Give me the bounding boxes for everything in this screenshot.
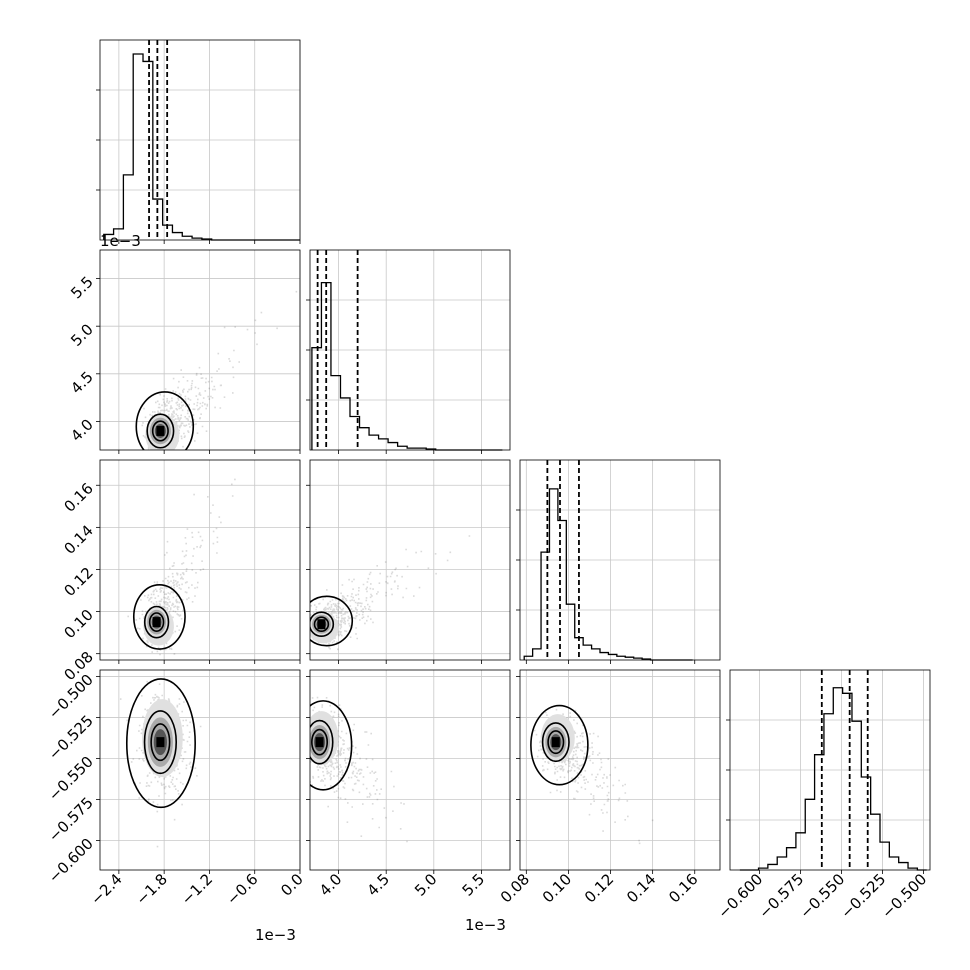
y-tick-label: 0.12 bbox=[60, 564, 96, 600]
scatter-points bbox=[135, 290, 298, 450]
contour-line bbox=[310, 719, 334, 765]
density-peak bbox=[317, 619, 326, 630]
hist-panel-1 bbox=[306, 249, 511, 451]
contour-line bbox=[125, 678, 196, 809]
scatter-points bbox=[127, 478, 236, 656]
scatter-panel-2-0 bbox=[99, 459, 301, 661]
y-tick-label: 5.0 bbox=[67, 320, 97, 350]
axes-frame bbox=[99, 459, 301, 661]
contour-line bbox=[547, 730, 565, 755]
contour-line bbox=[311, 728, 329, 756]
x-tick-label: −0.500 bbox=[878, 870, 930, 922]
y-offset-label: 1e−3 bbox=[100, 232, 141, 250]
y-tick-label: 0.16 bbox=[60, 479, 96, 515]
axes-frame bbox=[309, 459, 511, 661]
contour-line bbox=[541, 722, 570, 763]
histogram-step bbox=[739, 687, 927, 871]
y-tick-label: −0.600 bbox=[45, 835, 97, 887]
x-tick-label: −0.600 bbox=[714, 870, 766, 922]
contour-line bbox=[530, 704, 589, 786]
x-tick-label: 4.5 bbox=[363, 870, 393, 900]
axes-frame bbox=[99, 249, 301, 451]
scatter-points bbox=[310, 535, 471, 651]
y-tick-label: −0.525 bbox=[45, 712, 97, 764]
contour-line bbox=[310, 611, 335, 638]
x-tick-label: 4.0 bbox=[316, 870, 346, 900]
contour-line bbox=[151, 420, 169, 442]
contour-line bbox=[310, 595, 354, 647]
x-tick-label: 0.12 bbox=[581, 870, 617, 906]
contour-line bbox=[148, 612, 165, 633]
axes-frame bbox=[519, 669, 721, 871]
x-tick-label: 5.5 bbox=[459, 870, 489, 900]
density-peak bbox=[152, 617, 161, 628]
contour-line bbox=[132, 583, 186, 650]
density-peak bbox=[551, 737, 560, 748]
x-tick-label: −2.4 bbox=[87, 870, 125, 908]
contour-line bbox=[150, 723, 171, 762]
hist-panel-2 bbox=[516, 459, 721, 661]
y-tick-label: 4.0 bbox=[67, 416, 97, 446]
density-peak bbox=[156, 737, 165, 748]
hist-panel-3 bbox=[726, 669, 931, 871]
y-tick-label: −0.575 bbox=[45, 794, 97, 846]
density-peak bbox=[315, 737, 324, 748]
x-tick-label: 0.10 bbox=[539, 870, 575, 906]
scatter-points bbox=[310, 696, 408, 843]
scatter-panel-3-2 bbox=[519, 669, 721, 871]
axes-frame bbox=[309, 669, 511, 871]
y-tick-label: −0.550 bbox=[45, 753, 97, 805]
x-tick-label: −0.550 bbox=[796, 870, 848, 922]
scatter-panel-1-0 bbox=[99, 249, 301, 451]
y-tick-label: 4.5 bbox=[67, 368, 97, 398]
x-offset-label: 1e−3 bbox=[465, 916, 506, 934]
x-offset-label: 1e−3 bbox=[255, 926, 296, 944]
contour-line bbox=[143, 605, 170, 639]
y-tick-label: 0.10 bbox=[60, 606, 96, 642]
x-tick-label: −1.2 bbox=[178, 870, 216, 908]
histogram-step bbox=[103, 53, 300, 241]
scatter-points bbox=[530, 704, 654, 845]
histogram-step bbox=[523, 488, 693, 661]
x-tick-label: 0.16 bbox=[665, 870, 701, 906]
scatter-dots bbox=[310, 696, 408, 843]
contour-line bbox=[143, 710, 178, 775]
x-tick-label: −1.8 bbox=[132, 870, 170, 908]
contour-line bbox=[135, 391, 195, 450]
contour-line bbox=[146, 413, 175, 449]
scatter-points bbox=[119, 678, 202, 848]
x-tick-label: 5.0 bbox=[411, 870, 441, 900]
scatter-panel-3-1 bbox=[309, 669, 511, 871]
density-peak bbox=[156, 425, 165, 436]
contour-line bbox=[313, 616, 330, 633]
x-tick-label: 0.14 bbox=[623, 870, 659, 906]
x-tick-label: −0.6 bbox=[223, 870, 261, 908]
y-tick-label: 0.14 bbox=[60, 521, 96, 557]
x-tick-label: 0.08 bbox=[497, 870, 533, 906]
x-tick-label: 0.0 bbox=[277, 870, 307, 900]
histogram-step bbox=[311, 281, 503, 451]
x-tick-label: −0.525 bbox=[837, 870, 889, 922]
axes-frame bbox=[99, 669, 301, 871]
scatter-panel-2-1 bbox=[309, 459, 511, 661]
contour-line bbox=[310, 700, 353, 791]
hist-panel-0 bbox=[96, 39, 301, 241]
y-tick-label: 5.5 bbox=[67, 273, 97, 303]
x-tick-label: −0.575 bbox=[755, 870, 807, 922]
scatter-panel-3-0 bbox=[99, 669, 301, 871]
